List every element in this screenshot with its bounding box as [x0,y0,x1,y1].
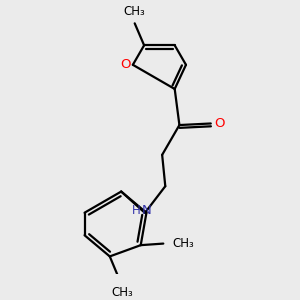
Text: CH₃: CH₃ [173,237,194,250]
Text: N: N [142,204,152,217]
Text: O: O [121,58,131,71]
Text: CH₃: CH₃ [124,5,146,18]
Text: O: O [214,117,225,130]
Text: H: H [132,204,140,217]
Text: CH₃: CH₃ [111,286,133,299]
